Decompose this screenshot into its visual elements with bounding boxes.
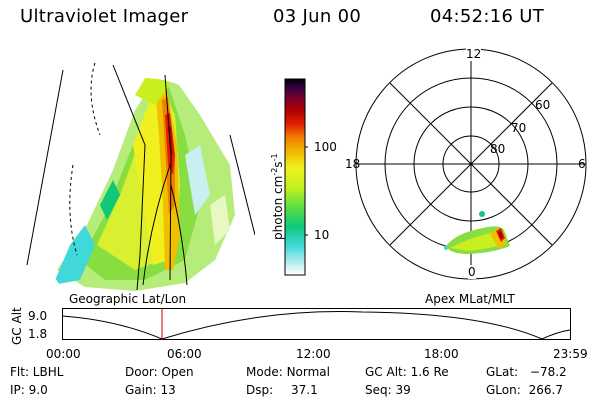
polar-plot <box>355 48 587 280</box>
gcalt-info: GC Alt: 1.6 Re <box>365 365 449 379</box>
colorbar-tick-100: 100 <box>314 140 337 154</box>
mode-info: Mode: Normal <box>246 365 330 379</box>
glon-label: GLon: <box>486 383 521 397</box>
mode-label: Mode: <box>246 365 283 379</box>
geographic-panel-label: Geographic Lat/Lon <box>69 292 187 306</box>
mode-value: Normal <box>286 365 330 379</box>
door-info: Door: Open <box>125 365 194 379</box>
x-tick-1200: 12:00 <box>296 347 331 361</box>
mlat-label-80: 80 <box>490 142 506 156</box>
dsp-info: Dsp: 37.1 <box>246 383 318 397</box>
colorbar-unit-label: photon cm-2s-1 <box>270 153 285 240</box>
glat-value: −78.2 <box>529 365 567 379</box>
instrument-title: Ultraviolet Imager <box>20 6 189 27</box>
x-tick-1800: 18:00 <box>424 347 459 361</box>
mlat-label-70: 70 <box>511 121 527 135</box>
dsp-label: Dsp: <box>246 383 274 397</box>
colorbar-tick-10: 10 <box>314 228 330 242</box>
mlt-label-12: 12 <box>466 47 482 61</box>
altitude-plot <box>62 308 571 340</box>
dsp-value: 37.1 <box>290 383 318 397</box>
glat-info: GLat: −78.2 <box>486 365 567 379</box>
seq-info: Seq: 39 <box>365 383 411 397</box>
glat-label: GLat: <box>486 365 519 379</box>
flt-info: Flt: LBHL <box>10 365 64 379</box>
mlt-label-18: 18 <box>345 157 361 171</box>
gain-info: Gain: 13 <box>125 383 176 397</box>
time-label: 04:52:16 UT <box>430 6 545 27</box>
colorbar <box>284 78 308 276</box>
mlt-label-0: 0 <box>468 265 476 279</box>
mlt-label-6: 6 <box>578 157 586 171</box>
glon-info: GLon: 266.7 <box>486 383 563 397</box>
x-tick-0000: 00:00 <box>46 347 81 361</box>
ip-info: IP: 9.0 <box>10 383 48 397</box>
x-tick-0600: 06:00 <box>167 347 202 361</box>
geographic-image <box>26 62 255 291</box>
date-label: 03 Jun 00 <box>273 6 362 27</box>
glon-value: 266.7 <box>528 383 563 397</box>
mlat-label-60: 60 <box>535 98 551 112</box>
apex-panel-label: Apex MLat/MLT <box>425 292 515 306</box>
altitude-y-low: 1.8 <box>28 327 48 341</box>
altitude-y-high: 9.0 <box>28 309 48 323</box>
altitude-axis-label: GC Alt <box>10 307 24 345</box>
x-tick-2359: 23:59 <box>553 347 588 361</box>
